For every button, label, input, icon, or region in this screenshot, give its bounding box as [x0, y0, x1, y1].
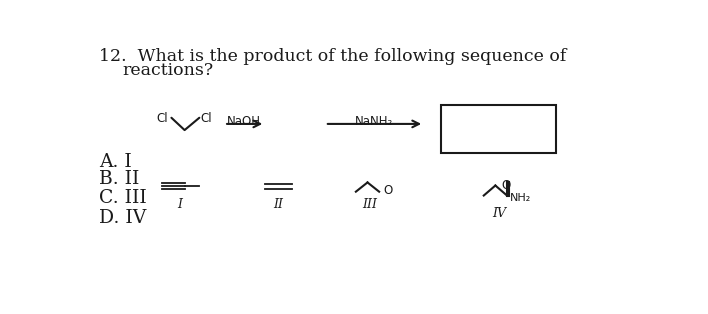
- Text: Cl: Cl: [156, 111, 169, 125]
- Text: NH₂: NH₂: [510, 193, 531, 203]
- Text: A. I: A. I: [99, 153, 132, 171]
- Text: Cl: Cl: [200, 111, 212, 125]
- Text: C. III: C. III: [99, 189, 147, 207]
- Text: O: O: [501, 179, 511, 192]
- Text: reactions?: reactions?: [122, 62, 214, 79]
- Text: 12.  What is the product of the following sequence of: 12. What is the product of the following…: [99, 48, 566, 65]
- Text: NaNH₂: NaNH₂: [355, 115, 394, 128]
- Text: IV: IV: [492, 207, 506, 220]
- Text: O: O: [383, 184, 392, 198]
- Bar: [441, 106, 556, 153]
- Text: NaOH: NaOH: [227, 115, 261, 128]
- Text: B. II: B. II: [99, 170, 139, 188]
- Text: II: II: [273, 198, 283, 211]
- Text: D. IV: D. IV: [99, 208, 147, 227]
- Text: III: III: [362, 198, 377, 211]
- Text: I: I: [178, 198, 183, 211]
